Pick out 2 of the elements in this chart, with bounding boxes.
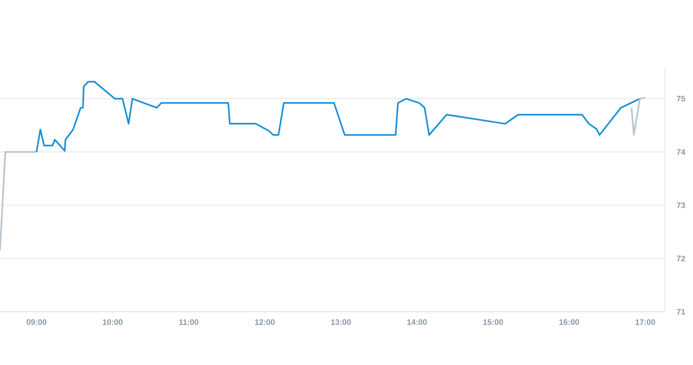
line-series — [36, 80, 641, 153]
line-series — [630, 96, 646, 136]
